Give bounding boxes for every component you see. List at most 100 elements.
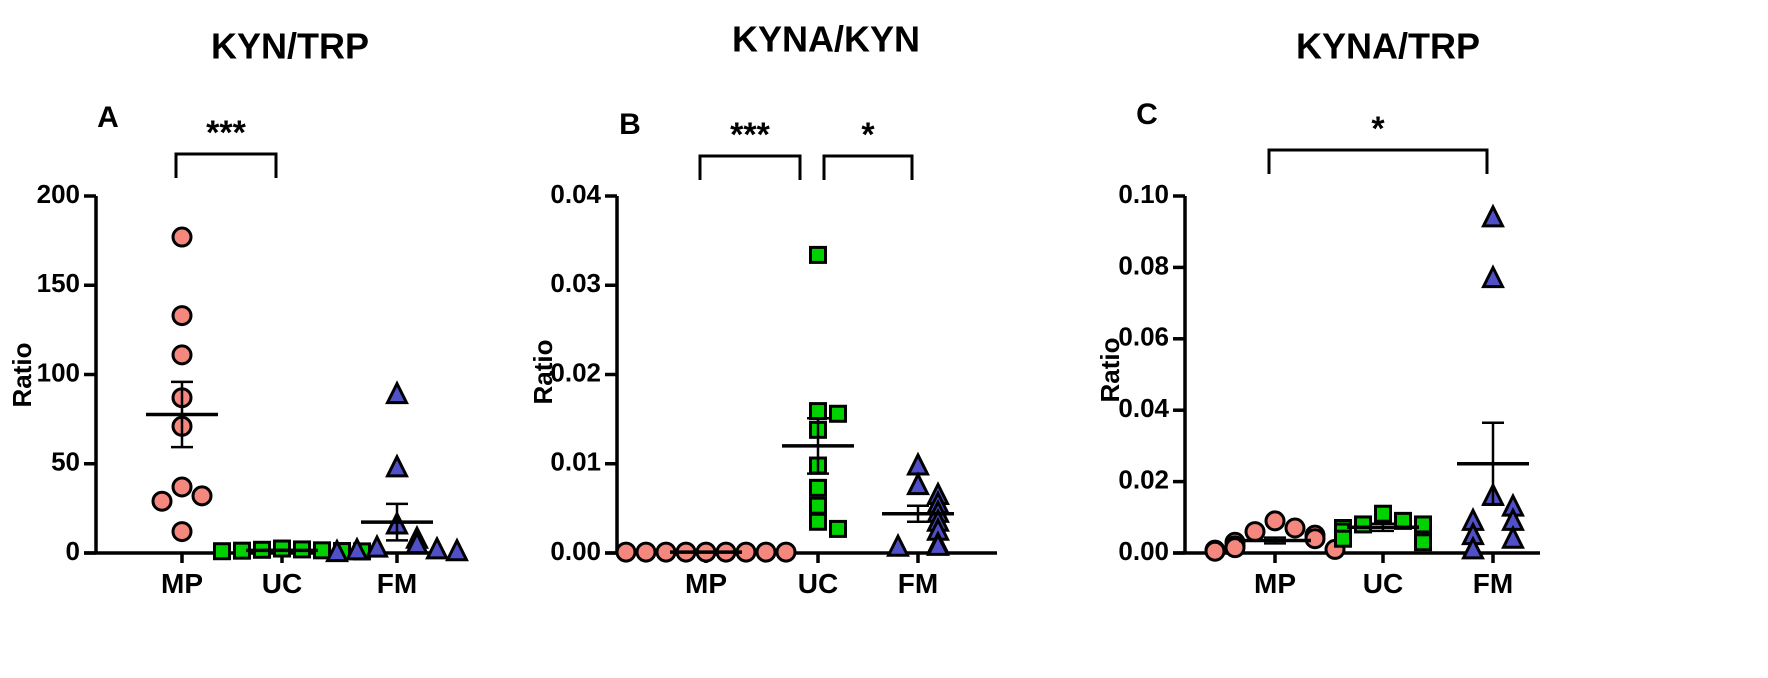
series-mp [146,226,218,543]
series-fm [882,451,954,557]
x-tick-label: MP [685,568,727,599]
y-tick-label: 0.02 [1118,464,1169,494]
y-axis-label: Ratio [1095,338,1125,403]
x-tick-label: MP [161,568,203,599]
significance-label: * [1371,110,1385,148]
significance-label: *** [206,114,246,152]
y-tick-label: 0.00 [550,536,601,566]
y-tick-label: 0.08 [1118,250,1169,280]
y-tick-label: 0 [66,536,80,566]
data-point [213,542,231,561]
chart-panel-b: KYNA/KYN B Ratio 0.00 0.01 0.02 0.03 0.04 MP UC FM… [528,18,997,599]
data-point [425,535,449,560]
data-point [385,380,409,405]
y-tick-label: 150 [37,268,80,298]
chart-panel-c: KYNA/TRP C Ratio 0.00 0.02 0.04 0.06 0.08 0.10 MP… [1095,25,1540,599]
x-tick-label: MP [1254,568,1296,599]
data-point [385,453,409,478]
y-tick-label: 100 [37,357,80,387]
significance-bracket [698,154,802,180]
chart-title: KYN/TRP [211,25,369,66]
data-point [1284,517,1306,539]
data-point [755,541,777,563]
significance-bracket [174,152,278,178]
data-point [906,451,930,476]
data-point [345,536,369,561]
data-point [1334,529,1352,548]
data-point [1304,528,1326,550]
data-point [809,245,827,264]
data-point [1244,521,1266,543]
y-tick-label: 0.04 [1118,393,1169,423]
data-point [171,521,193,543]
x-tick-label: UC [262,568,302,599]
significance-bracket [822,154,914,180]
data-point [445,537,469,562]
data-point [809,478,827,497]
data-point [615,541,637,563]
x-tick-label: FM [898,568,938,599]
y-axis-label: Ratio [7,343,37,408]
data-point [325,538,349,563]
y-tick-label: 0.01 [550,447,601,477]
data-point [151,490,173,512]
x-tick-label: UC [798,568,838,599]
significance-bracket [1267,148,1489,174]
y-tick-label: 50 [51,447,80,477]
significance-label: *** [730,116,770,154]
data-point [809,512,827,531]
data-point [829,519,847,538]
data-point [809,496,827,515]
chart-panel-a: KYN/TRP A Ratio 0 50 100 150 200 MP UC FM *** [7,25,469,599]
y-tick-label: 0.10 [1118,179,1169,209]
data-point [171,226,193,248]
data-point [829,404,847,423]
data-point [405,530,429,555]
data-point [1414,515,1432,534]
data-point [1501,524,1525,549]
data-point [1481,203,1505,228]
x-tick-label: UC [1363,568,1403,599]
series-uc [782,245,854,538]
data-point [1481,264,1505,289]
data-point [775,541,797,563]
data-point [1204,540,1226,562]
significance-label: * [861,116,875,154]
y-axis-label: Ratio [528,340,558,405]
y-tick-label: 0.06 [1118,322,1169,352]
series-mp [1204,510,1346,562]
data-point [273,539,291,558]
series-uc [213,539,371,561]
panel-letter: C [1136,98,1158,131]
y-tick-label: 0.02 [550,357,601,387]
x-tick-label: FM [1473,568,1513,599]
panel-letter: A [97,101,119,134]
data-point [1224,537,1246,559]
data-point [886,532,910,557]
data-point [809,402,827,421]
data-point [635,541,657,563]
panel-letter: B [619,108,641,141]
data-point [1374,504,1392,523]
y-tick-label: 0.00 [1118,536,1169,566]
y-tick-label: 0.03 [550,268,601,298]
data-point [365,533,389,558]
data-point [926,532,950,556]
data-point [1354,515,1372,534]
series-fm [1457,203,1529,560]
data-point [1264,510,1286,532]
y-tick-label: 200 [37,179,80,209]
data-point [171,344,193,366]
data-point [1414,533,1432,552]
chart-title: KYNA/KYN [732,18,920,59]
data-point [191,485,213,507]
y-tick-label: 0.04 [550,179,601,209]
data-point [171,476,193,498]
series-uc [1334,504,1432,552]
data-point [171,305,193,327]
data-point [1461,535,1485,560]
chart-title: KYNA/TRP [1296,25,1480,66]
series-mp [615,541,797,563]
series-fm [325,380,469,563]
